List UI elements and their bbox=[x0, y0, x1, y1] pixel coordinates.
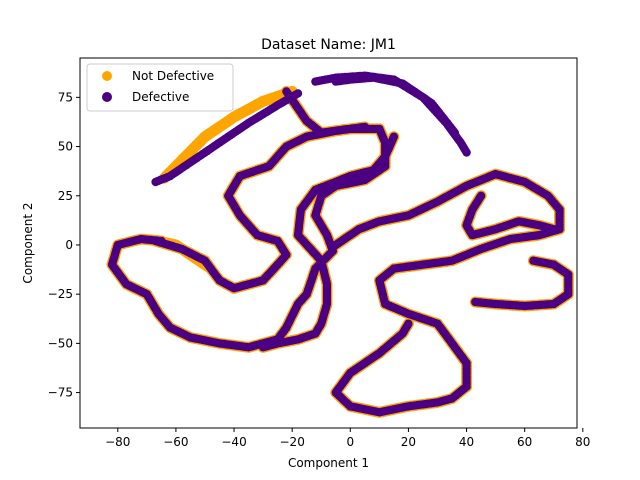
legend-label-not-defective: Not Defective bbox=[132, 69, 214, 83]
points-layer bbox=[106, 71, 574, 418]
y-tick-label: −25 bbox=[48, 287, 73, 301]
x-axis-label: Component 1 bbox=[288, 456, 369, 470]
y-axis: −75 −50 −25 0 25 50 75 bbox=[48, 90, 80, 400]
y-tick-label: −50 bbox=[48, 336, 73, 350]
y-tick-label: 25 bbox=[58, 189, 73, 203]
x-tick-label: 80 bbox=[575, 435, 590, 449]
point-defective bbox=[450, 128, 460, 137]
legend: Not Defective Defective bbox=[86, 63, 234, 112]
y-tick-label: 75 bbox=[58, 90, 73, 104]
x-tick-label: 40 bbox=[459, 435, 474, 449]
legend-marker-defective bbox=[102, 92, 112, 102]
x-tick-label: 0 bbox=[346, 435, 354, 449]
x-tick-label: −80 bbox=[105, 435, 130, 449]
y-tick-label: −75 bbox=[48, 386, 73, 400]
y-tick-label: 0 bbox=[65, 238, 73, 252]
y-tick-label: 50 bbox=[58, 140, 73, 154]
legend-box bbox=[86, 63, 234, 112]
point-defective bbox=[258, 343, 268, 352]
legend-label-defective: Defective bbox=[132, 90, 189, 104]
point-defective bbox=[293, 89, 303, 98]
plot-frame bbox=[79, 57, 578, 429]
point-defective bbox=[360, 122, 369, 132]
x-tick-label: 60 bbox=[517, 435, 532, 449]
x-tick-label: 20 bbox=[401, 435, 416, 449]
chart-title: Dataset Name: JM1 bbox=[261, 37, 396, 53]
x-tick-label: −20 bbox=[280, 435, 305, 449]
point-defective bbox=[404, 319, 413, 328]
x-axis: −80 −60 −40 −20 0 20 40 60 80 bbox=[105, 428, 590, 449]
y-axis-label: Component 2 bbox=[21, 202, 35, 283]
point-defective bbox=[462, 148, 471, 157]
legend-marker-not-defective bbox=[102, 71, 112, 81]
x-tick-label: −40 bbox=[221, 435, 246, 449]
point-defective bbox=[549, 225, 558, 234]
x-tick-label: −60 bbox=[163, 435, 188, 449]
point-defective bbox=[529, 256, 538, 265]
